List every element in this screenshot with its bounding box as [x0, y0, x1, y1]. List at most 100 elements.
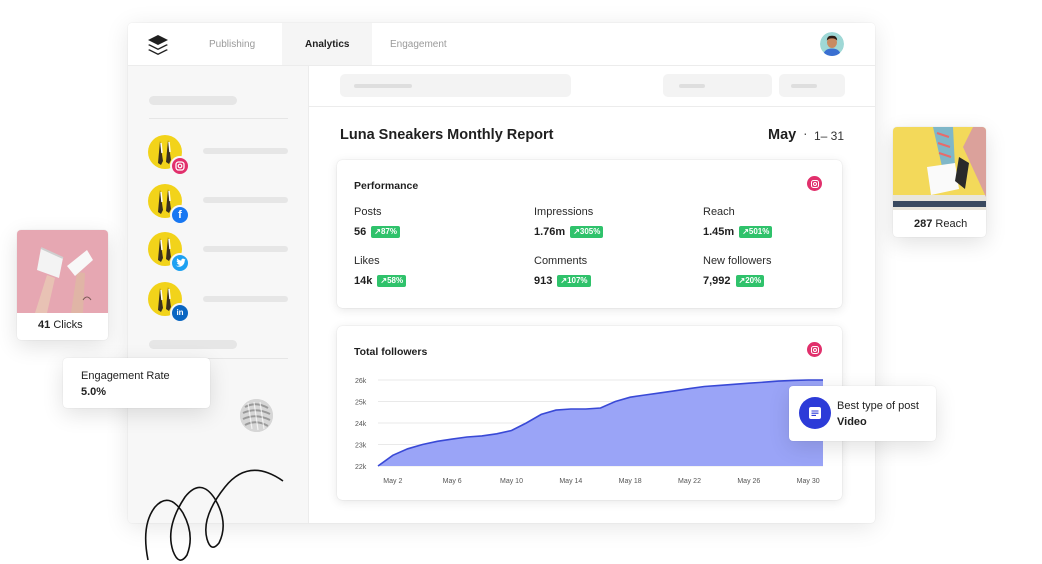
account-avatar [148, 282, 182, 316]
metric-change-badge: ↗501% [739, 225, 773, 238]
export-button-placeholder [791, 84, 817, 88]
account-avatar [148, 184, 182, 218]
sidebar-account-facebook[interactable]: f [148, 184, 190, 225]
user-avatar-icon [820, 32, 844, 56]
metric-value: 56 [354, 225, 367, 238]
metric-likes: Likes 14k ↗58% [354, 255, 407, 290]
metric-value: 913 [534, 274, 553, 287]
tab-analytics[interactable]: Analytics [282, 23, 373, 65]
instagram-icon [807, 176, 822, 191]
sidebar-account-name-placeholder [203, 296, 288, 302]
metric-label: Posts [354, 206, 382, 218]
header-divider [309, 106, 875, 107]
filter-button[interactable] [663, 74, 772, 97]
report-title: Luna Sneakers Monthly Report [340, 127, 554, 143]
reach-text: Reach [935, 218, 968, 230]
sidebar-divider [149, 358, 288, 359]
x-tick-label: May 6 [443, 478, 462, 485]
metric-change-badge: ↗87% [371, 225, 400, 238]
sidebar-account-twitter[interactable] [148, 232, 190, 273]
reach-label: 287 Reach [914, 218, 967, 230]
performance-title: Performance [354, 180, 419, 192]
x-tick-label: May 30 [797, 478, 820, 485]
twitter-icon [170, 253, 190, 273]
metric-new-followers: New followers 7,992 ↗20% [703, 255, 771, 290]
performance-card: Performance Posts 56 ↗87% Impressions 1.7… [337, 160, 842, 308]
y-tick-label: 25k [355, 400, 367, 407]
message-icon [799, 397, 831, 429]
buffer-logo-icon[interactable] [147, 34, 169, 56]
clicks-text: Clicks [53, 319, 83, 331]
metric-value: 1.45m [703, 225, 735, 238]
search-input[interactable] [340, 74, 571, 97]
metric-change-badge: ↗305% [570, 225, 604, 238]
metric-label: Impressions [534, 206, 594, 218]
metric-value: 7,992 [703, 274, 731, 287]
report-separator: · [803, 125, 808, 141]
y-tick-label: 23k [355, 443, 367, 450]
account-avatar [148, 232, 182, 266]
x-tick-label: May 22 [678, 478, 701, 485]
engagement-rate-value: 5.0% [81, 386, 107, 398]
report-month[interactable]: May [768, 127, 797, 143]
best-post-type-card: Best type of post Video [789, 386, 936, 441]
post-thumbnail [17, 230, 108, 313]
followers-area-chart: 22k 23k 24k 25k 26k May 2 May 6 May 10 May 14 Ma… [355, 378, 823, 485]
reach-value: 287 [914, 218, 933, 230]
followers-area-fill [378, 380, 823, 466]
metric-change-badge: ↗107% [557, 274, 591, 287]
clicks-post-card[interactable]: 41 Clicks [17, 230, 108, 340]
sidebar-account-name-placeholder [203, 246, 288, 252]
analytics-window: Publishing Analytics Engagement [128, 23, 875, 523]
search-input-placeholder [354, 84, 412, 88]
metric-value: 1.76m [534, 225, 566, 238]
sidebar-account-name-placeholder [203, 148, 288, 154]
facebook-icon: f [170, 205, 190, 225]
tab-publishing[interactable]: Publishing [209, 39, 256, 50]
metric-label: New followers [703, 255, 772, 267]
y-tick-label: 26k [355, 378, 367, 385]
metric-impressions: Impressions 1.76m ↗305% [534, 206, 604, 241]
instagram-icon [807, 342, 822, 357]
clicks-label: 41 Clicks [38, 319, 83, 331]
metric-label: Reach [703, 206, 735, 218]
post-thumbnail [893, 127, 986, 210]
decorative-scribble [144, 469, 284, 561]
sidebar-account-instagram[interactable] [148, 135, 190, 176]
followers-card: Total followers 22k 23k 24k 25k 26k May 2 May… [337, 326, 842, 500]
export-button[interactable] [779, 74, 845, 97]
sidebar-account-name-placeholder [203, 197, 288, 203]
team-member-avatar[interactable] [240, 399, 273, 432]
reach-post-card[interactable]: 287 Reach [893, 127, 986, 237]
metric-change-badge: ↗20% [735, 274, 765, 287]
user-avatar[interactable] [820, 32, 844, 56]
sidebar-divider [149, 118, 288, 119]
metric-comments: Comments 913 ↗107% [534, 255, 591, 290]
best-post-type-value: Video [837, 416, 867, 428]
followers-line [377, 379, 823, 467]
filter-button-placeholder [679, 84, 705, 88]
metric-label: Comments [534, 255, 588, 267]
x-tick-label: May 2 [383, 478, 402, 485]
clicks-value: 41 [38, 319, 51, 331]
y-tick-label: 24k [355, 421, 367, 428]
y-tick-label: 22k [355, 464, 367, 471]
top-nav: Publishing Analytics Engagement [128, 23, 875, 66]
engagement-rate-label: Engagement Rate [81, 370, 170, 382]
tab-engagement[interactable]: Engagement [390, 39, 447, 50]
metric-value: 14k [354, 274, 373, 287]
best-post-type-label: Best type of post [837, 400, 919, 412]
metric-label: Likes [354, 255, 380, 267]
metric-reach: Reach 1.45m ↗501% [703, 206, 773, 241]
x-tick-label: May 18 [619, 478, 642, 485]
metric-change-badge: ↗58% [377, 274, 407, 287]
metric-posts: Posts 56 ↗87% [354, 206, 400, 241]
sidebar-header-placeholder [149, 96, 237, 105]
engagement-rate-card: Engagement Rate 5.0% [63, 358, 210, 408]
sidebar: f in [128, 66, 309, 523]
linkedin-icon: in [170, 303, 190, 323]
sidebar-account-linkedin[interactable]: in [148, 282, 190, 323]
instagram-icon [170, 156, 190, 176]
followers-chart-title: Total followers [354, 346, 428, 358]
report-date-range[interactable]: 1– 31 [814, 129, 845, 143]
